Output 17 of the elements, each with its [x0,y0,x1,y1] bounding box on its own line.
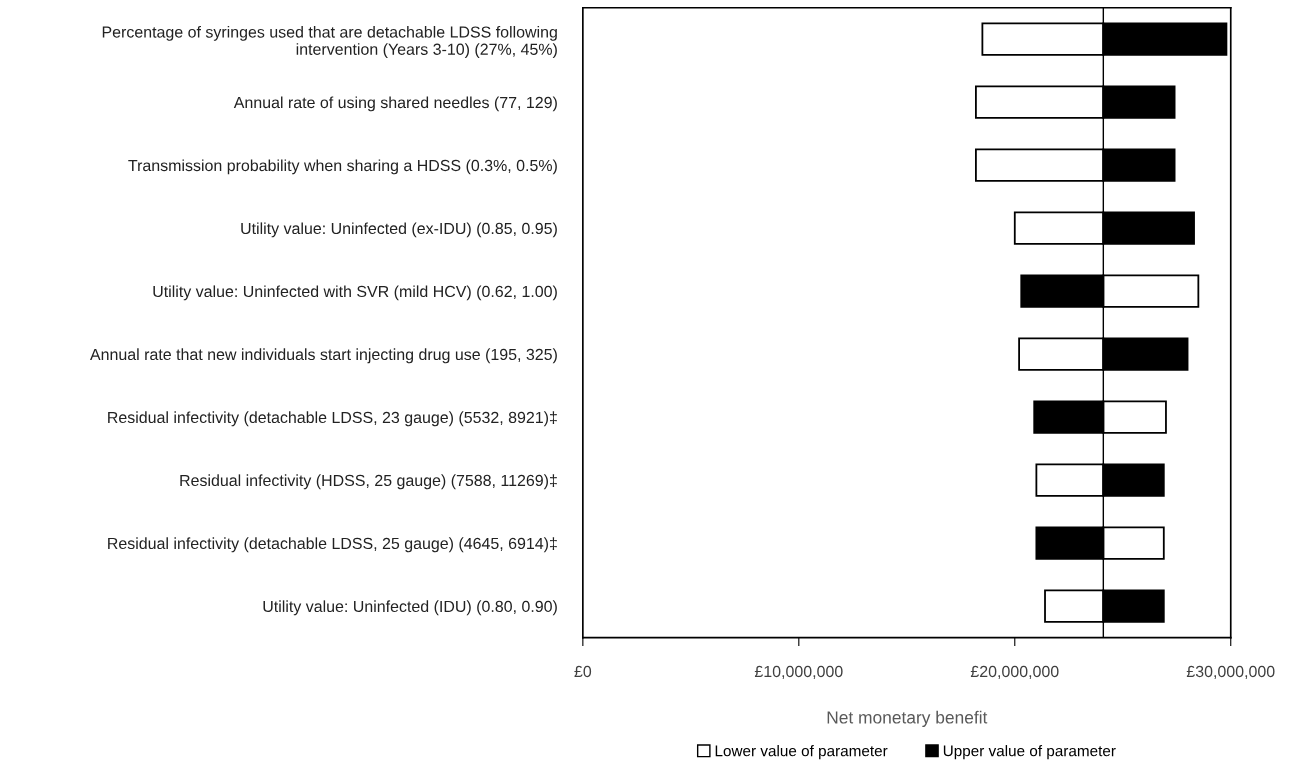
x-tick-label: £20,000,000 [970,665,1059,680]
x-tick-label: £30,000,000 [1186,665,1275,680]
y-tick-label: Residual infectivity (HDSS, 25 gauge) (7588, 11269)‡ [180,474,557,490]
y-tick-label: Utility value: Uninfected (IDU) (0.80, 0.90) [263,600,557,616]
y-tick-label: Annual rate that new individuals start injecting drug use (195, 325) [90,348,557,364]
y-tick-label: Percentage of syringes used that are detachable LDSS following intervention (Years 3-10) (27%, 45%) [102,25,557,59]
y-tick-label: Utility value: Uninfected (ex-IDU) (0.85, 0.95) [241,222,557,238]
legend-label: Upper value of parameter [943,745,1116,760]
y-tick-label: Annual rate of using shared needles (77, 129) [233,96,557,112]
y-tick-label: Residual infectivity (detachable LDSS, 23 gauge) (5532, 8921)‡ [108,411,557,427]
x-axis-title: Net monetary benefit [827,710,988,728]
y-tick-label: Residual infectivity (detachable LDSS, 25 gauge) (4645, 6914)‡ [108,537,557,553]
x-tick-label: £10,000,000 [754,665,843,680]
y-tick-label: Transmission probability when sharing a HDSS (0.3%, 0.5%) [128,159,557,175]
legend-label: Lower value of parameter [715,745,888,760]
x-tick-label: £0 [574,665,592,678]
y-tick-label: Utility value: Uninfected with SVR (mild HCV) (0.62, 1.00) [153,285,557,301]
